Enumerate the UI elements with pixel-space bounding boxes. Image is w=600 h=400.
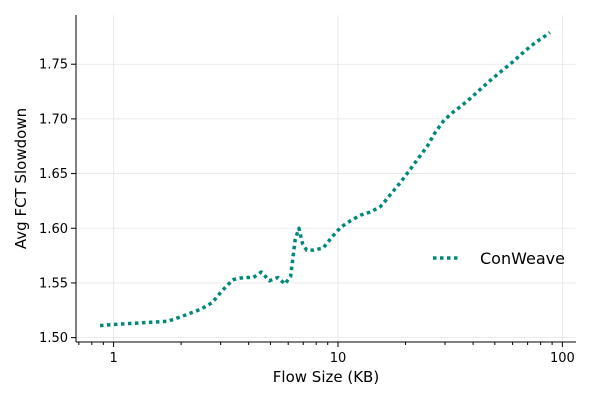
y-tick-label: 1.75 [39,58,68,73]
y-tick-label: 1.65 [39,167,68,182]
legend: ConWeave [433,249,565,268]
series-line-conweave [99,31,551,328]
x-tick-label: 10 [330,351,347,366]
series-layer [99,31,551,328]
y-tick-label: 1.55 [39,276,68,291]
y-axis-label: Avg FCT Slowdown [12,108,30,249]
ticks: 1 10 100 1.50 1.55 1.60 1.65 1.70 1.75 [39,58,575,366]
grid [76,15,576,342]
axes [75,15,576,343]
y-tick-label: 1.70 [39,112,68,127]
x-tick-label: 100 [550,351,575,366]
x-axis-label: Flow Size (KB) [273,368,379,386]
legend-label-conweave: ConWeave [480,249,565,268]
y-tick-label: 1.60 [39,222,68,237]
x-tick-label: 1 [109,351,117,366]
y-tick-label: 1.50 [39,331,68,346]
